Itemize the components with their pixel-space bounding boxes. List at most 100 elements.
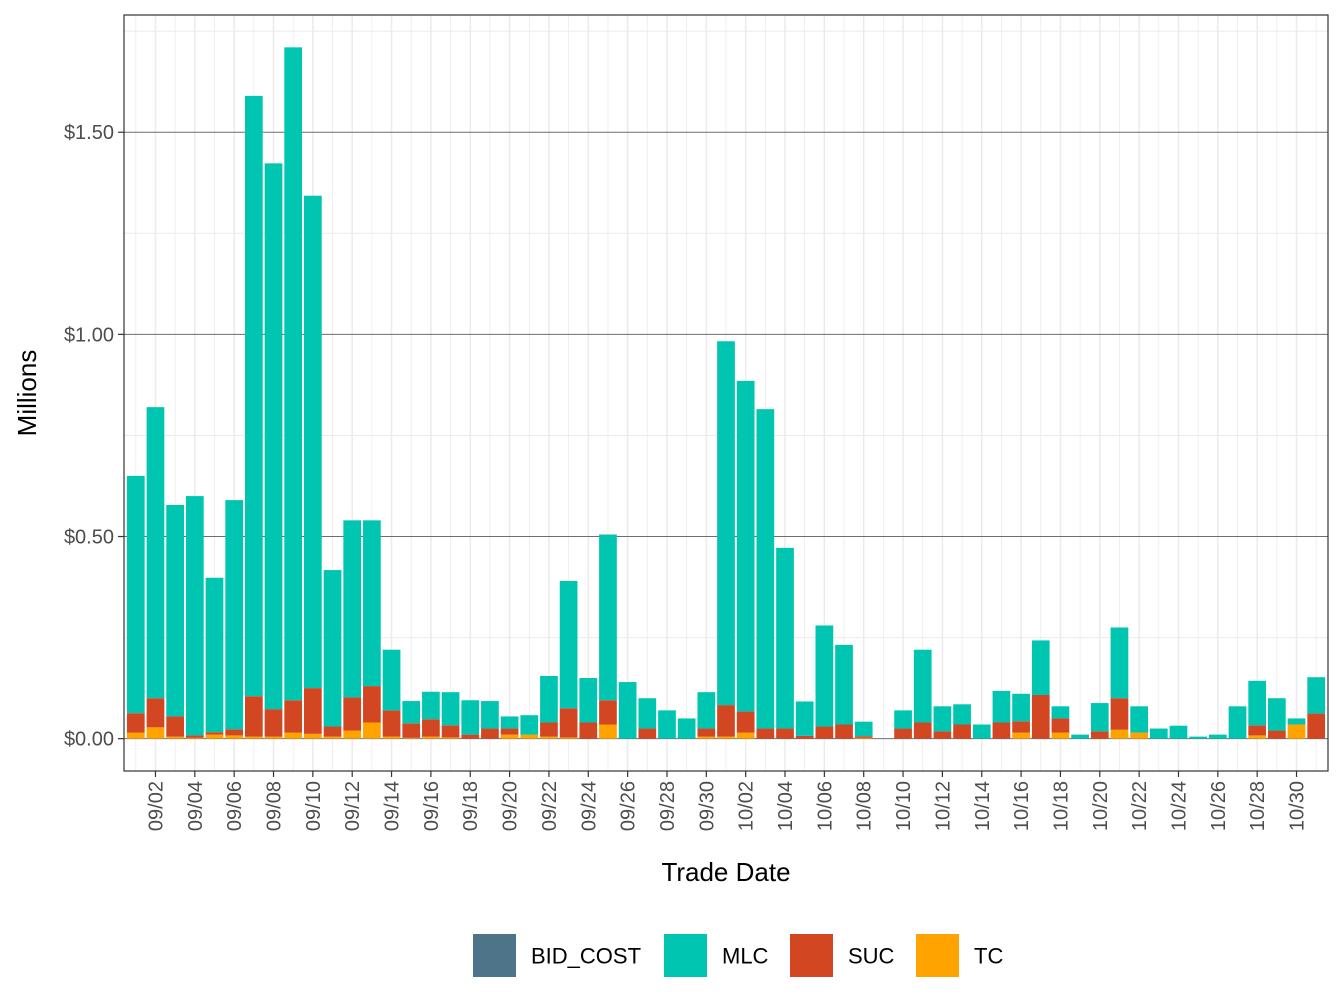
bar-suc-09-14 bbox=[382, 710, 401, 737]
bar-suc-10-16 bbox=[1012, 721, 1030, 733]
legend: BID_COST MLC SUC TC bbox=[473, 934, 1003, 977]
bar-mlc-09-07 bbox=[244, 95, 263, 697]
bar-suc-09-23 bbox=[559, 708, 578, 738]
bar-suc-10-04 bbox=[776, 728, 794, 739]
x-tick-label: 09/12 bbox=[342, 781, 364, 831]
bar-mlc-10-16 bbox=[1012, 693, 1030, 722]
bar-mlc-10-31 bbox=[1307, 677, 1326, 714]
bar-mlc-10-29 bbox=[1267, 698, 1286, 731]
bar-mlc-09-05 bbox=[205, 577, 224, 733]
bar-mlc-09-30 bbox=[697, 692, 716, 729]
bar-mlc-09-14 bbox=[382, 649, 401, 711]
bar-mlc-10-23 bbox=[1149, 728, 1168, 739]
bar-mlc-09-16 bbox=[422, 691, 440, 720]
legend-item-bid_cost: BID_COST bbox=[473, 934, 641, 977]
bar-mlc-10-27 bbox=[1228, 706, 1247, 739]
bar-tc-09-12 bbox=[343, 730, 362, 739]
bar-tc-09-11 bbox=[323, 736, 342, 739]
bar-suc-10-31 bbox=[1307, 713, 1326, 739]
bar-tc-09-06 bbox=[225, 735, 244, 739]
x-tick-label: 09/22 bbox=[539, 781, 561, 831]
x-tick-label: 09/20 bbox=[500, 781, 522, 831]
bar-mlc-10-25 bbox=[1189, 736, 1208, 739]
bar-mlc-09-20 bbox=[500, 716, 519, 729]
bar-mlc-09-27 bbox=[638, 698, 657, 729]
bar-suc-09-01 bbox=[126, 713, 145, 733]
bar-suc-09-06 bbox=[225, 729, 244, 736]
bar-suc-09-11 bbox=[323, 726, 342, 737]
bar-suc-10-07 bbox=[835, 724, 853, 739]
bar-mlc-09-22 bbox=[540, 675, 558, 723]
bar-mlc-09-19 bbox=[481, 701, 499, 729]
legend-label: MLC bbox=[722, 944, 769, 969]
bar-tc-09-04 bbox=[185, 737, 204, 739]
bar-suc-10-11 bbox=[913, 722, 932, 739]
bar-suc-09-05 bbox=[205, 732, 224, 735]
bar-suc-10-18 bbox=[1051, 718, 1070, 733]
bar-suc-10-13 bbox=[953, 724, 971, 739]
bar-mlc-09-11 bbox=[323, 570, 342, 727]
bar-suc-09-25 bbox=[599, 700, 617, 725]
bar-mlc-09-09 bbox=[284, 47, 303, 701]
x-tick-label: 10/22 bbox=[1129, 781, 1151, 831]
bar-suc-09-20 bbox=[500, 728, 519, 735]
bar-tc-10-02 bbox=[736, 732, 755, 739]
bar-suc-09-27 bbox=[638, 728, 657, 739]
bar-mlc-10-10 bbox=[894, 710, 912, 729]
bar-mlc-10-12 bbox=[933, 706, 952, 732]
bar-tc-10-01 bbox=[717, 736, 735, 739]
x-tick-label: 09/10 bbox=[303, 781, 325, 831]
x-tick-label: 09/30 bbox=[696, 781, 718, 831]
bar-mlc-10-11 bbox=[913, 649, 932, 723]
y-axis-title: Millions bbox=[12, 350, 42, 437]
bar-tc-10-30 bbox=[1287, 724, 1306, 739]
bar-suc-10-20 bbox=[1090, 731, 1109, 739]
legend-label: TC bbox=[974, 944, 1003, 969]
x-tick-label: 10/16 bbox=[1011, 781, 1033, 831]
bar-mlc-09-10 bbox=[304, 195, 322, 689]
bar-suc-09-19 bbox=[481, 728, 499, 739]
bar-suc-09-09 bbox=[284, 700, 303, 733]
bar-mlc-09-03 bbox=[166, 504, 185, 717]
bar-mlc-09-21 bbox=[520, 715, 539, 735]
x-tick-label: 10/28 bbox=[1247, 781, 1269, 831]
bar-mlc-10-17 bbox=[1031, 640, 1050, 695]
y-tick-label: $1.50 bbox=[64, 122, 114, 144]
bar-suc-09-08 bbox=[264, 709, 283, 737]
legend-item-tc: TC bbox=[916, 934, 1003, 977]
bar-tc-09-15 bbox=[402, 737, 421, 739]
bar-suc-09-18 bbox=[461, 734, 480, 739]
x-tick-label: 10/08 bbox=[854, 781, 876, 831]
x-tick-label: 10/24 bbox=[1168, 781, 1190, 831]
bars bbox=[126, 47, 1326, 739]
bar-suc-10-08 bbox=[854, 736, 873, 738]
legend-key bbox=[790, 934, 833, 977]
bar-mlc-09-23 bbox=[559, 580, 578, 709]
bar-suc-10-10 bbox=[894, 728, 912, 739]
bar-suc-09-15 bbox=[402, 723, 421, 738]
x-tick-label: 09/14 bbox=[382, 781, 404, 831]
bar-tc-09-20 bbox=[500, 734, 519, 739]
bar-mlc-10-30 bbox=[1287, 718, 1306, 725]
bar-tc-09-10 bbox=[304, 733, 322, 739]
bar-mlc-09-25 bbox=[599, 534, 617, 701]
bar-mlc-09-15 bbox=[402, 701, 421, 724]
x-tick-label: 09/26 bbox=[618, 781, 640, 831]
bar-mlc-10-02 bbox=[736, 380, 755, 712]
legend-key bbox=[916, 934, 959, 977]
bar-mlc-09-02 bbox=[146, 407, 165, 699]
legend-item-suc: SUC bbox=[790, 934, 895, 977]
bar-suc-09-07 bbox=[244, 696, 263, 737]
x-tick-label: 09/06 bbox=[224, 781, 246, 831]
x-tick-label: 10/18 bbox=[1050, 781, 1072, 831]
x-tick-label: 10/14 bbox=[972, 781, 994, 831]
bar-suc-10-01 bbox=[717, 705, 735, 737]
bar-mlc-10-03 bbox=[756, 409, 775, 729]
bar-suc-09-03 bbox=[166, 716, 185, 737]
bar-tc-09-02 bbox=[146, 727, 165, 739]
x-tick-label: 09/04 bbox=[185, 781, 207, 831]
bar-suc-10-15 bbox=[992, 722, 1011, 739]
bar-tc-09-14 bbox=[382, 736, 401, 739]
bar-suc-09-22 bbox=[540, 722, 558, 737]
